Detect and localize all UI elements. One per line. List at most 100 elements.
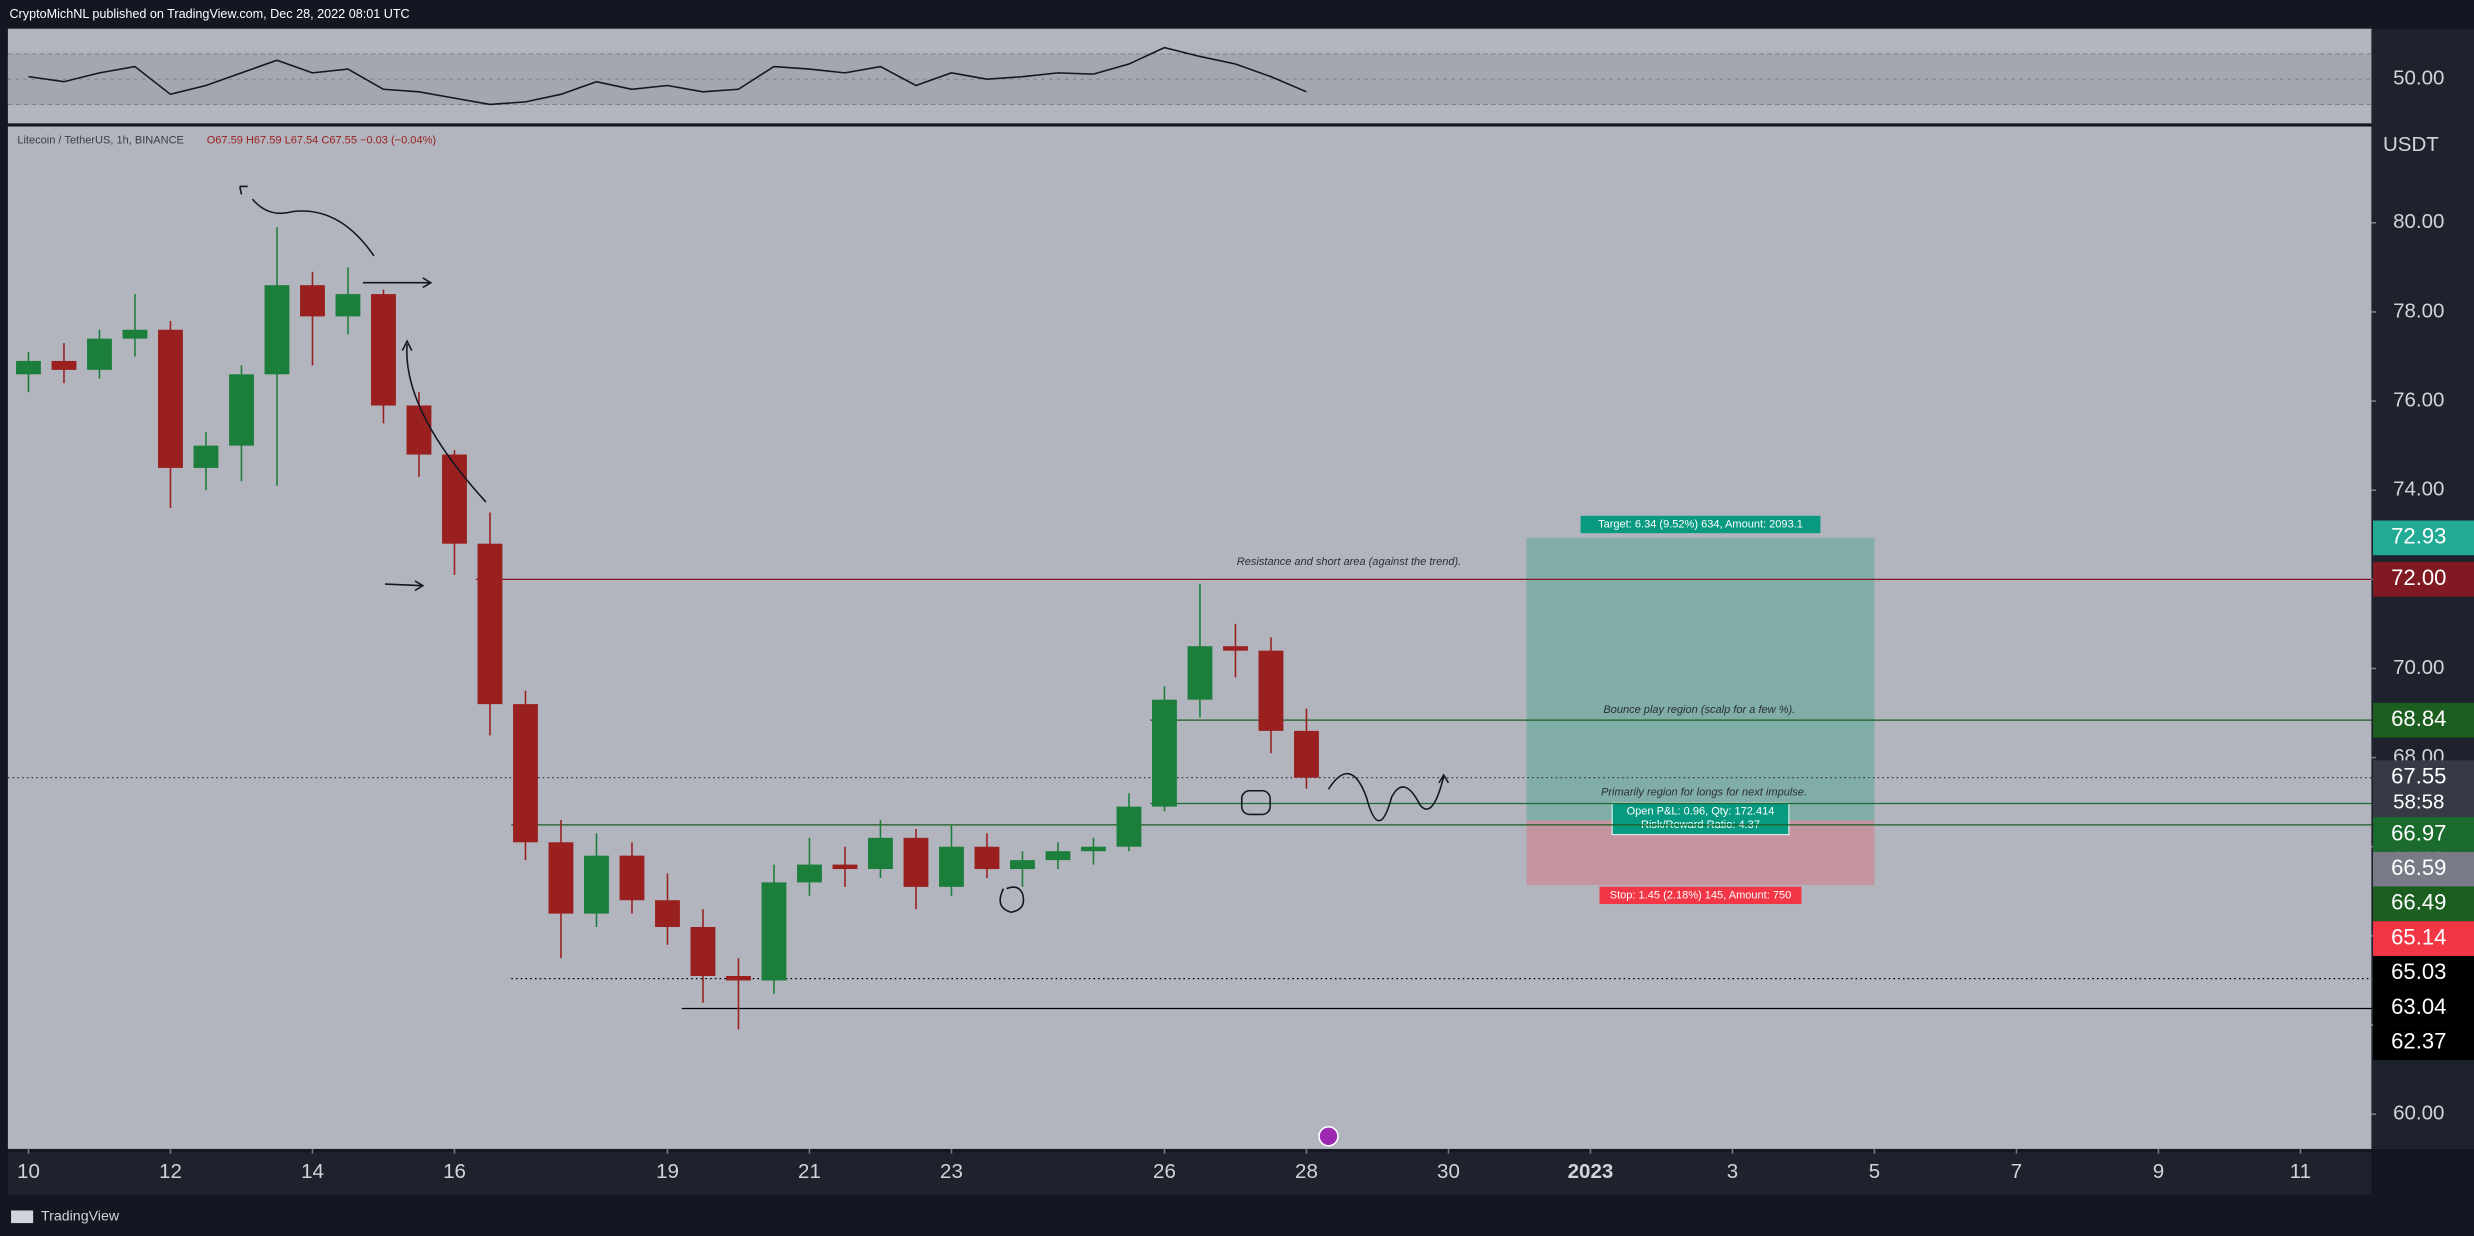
candle-body: [158, 329, 183, 468]
candle-body: [1045, 851, 1071, 861]
countdown: 58:58: [2393, 790, 2444, 813]
stop-label: Stop: 1.45 (2.18%) 145, Amount: 750: [1610, 889, 1792, 901]
price-label: [2373, 990, 2474, 1026]
candle-body: [1010, 860, 1035, 870]
candle-body: [1258, 650, 1284, 731]
price-label-text: 67.55: [2391, 763, 2446, 788]
candle-body: [229, 374, 254, 446]
legend: Litecoin / TetherUS, 1h, BINANCE: [17, 135, 184, 147]
price-label-text: 62.37: [2391, 1029, 2446, 1054]
time-axis: [7, 1152, 2372, 1195]
price-label: [2373, 921, 2474, 956]
drawing: [239, 185, 248, 195]
x-tick-label: 14: [301, 1160, 324, 1183]
candle-body: [690, 926, 716, 977]
candle-body: [655, 900, 680, 927]
candle-body: [619, 855, 645, 901]
y-tick-label: 60.00: [2393, 1102, 2444, 1125]
annotation: Bounce play region (scalp for a few %).: [1603, 704, 1795, 716]
price-label: [2373, 1025, 2474, 1061]
x-tick-label: 10: [17, 1160, 40, 1183]
candle-body: [300, 285, 325, 317]
price-pane: [7, 126, 2372, 1149]
drawing: [999, 886, 1025, 914]
x-tick-label: 16: [443, 1160, 466, 1183]
y-tick-label: 80.00: [2393, 210, 2444, 233]
header: CryptoMichNL published on TradingView.co…: [9, 7, 409, 21]
candle-body: [548, 842, 574, 914]
x-tick-label: 30: [1437, 1160, 1460, 1183]
drawing: [401, 339, 487, 503]
x-tick-label: 12: [159, 1160, 182, 1183]
price-label: [2373, 520, 2474, 556]
candle-body: [51, 360, 77, 370]
pnl-label: Open P&L: 0.96, Qty: 172.414: [1627, 806, 1775, 818]
x-tick-label: 11: [2290, 1160, 2311, 1183]
event-icon[interactable]: [1318, 1126, 1339, 1147]
price-label: [2373, 702, 2474, 738]
annotation: Primarily region for longs for next impu…: [1601, 786, 1807, 798]
price-label-text: 72.00: [2391, 565, 2446, 590]
candle-body: [1116, 806, 1142, 847]
candle-body: [16, 360, 41, 375]
candle-body: [193, 445, 219, 468]
x-tick-label: 26: [1153, 1160, 1176, 1183]
price-label: [2373, 760, 2474, 818]
candle-body: [371, 294, 396, 406]
candle-body: [1223, 646, 1248, 651]
candle-body: [1152, 699, 1177, 807]
drawing: [251, 198, 375, 257]
candle-body: [264, 285, 290, 375]
price-label: [2373, 851, 2474, 887]
y-tick-label: 74.00: [2393, 478, 2444, 501]
price-label: [2373, 955, 2474, 991]
stop-box: [1599, 886, 1802, 905]
candle-body: [1294, 730, 1319, 778]
price-label-text: 65.03: [2391, 959, 2446, 984]
ohlc: O67.59 H67.59 L67.54 C67.55 −0.03 (−0.04…: [207, 135, 436, 147]
candle-body: [122, 329, 148, 339]
content: 50.00 Target: 6.34 (9.52%) 634, Amount: 2…: [7, 46, 2474, 1183]
drawing: [1327, 772, 1450, 822]
rsi-line: [28, 46, 1307, 106]
price-label-text: 66.59: [2391, 855, 2446, 880]
price-label-text: 68.84: [2391, 706, 2446, 731]
drawings: [239, 185, 1450, 914]
candle-body: [584, 855, 609, 914]
candle-body: [442, 454, 467, 544]
x-tick-label: 28: [1295, 1160, 1318, 1183]
target-box: [1580, 515, 1821, 534]
candle-body: [335, 294, 361, 317]
candle-body: [903, 837, 929, 887]
price-label: [2373, 886, 2474, 922]
y-tick-label: 76.00: [2393, 388, 2444, 411]
candle-body: [726, 976, 751, 981]
x-tick-label: 19: [656, 1160, 679, 1183]
x-tick-label: 3: [1727, 1160, 1738, 1183]
x-tick-label: 23: [940, 1160, 963, 1183]
candle-body: [406, 405, 432, 455]
y-tick-label: 70.00: [2393, 656, 2444, 679]
candle-body: [868, 837, 893, 870]
candle-body: [939, 846, 964, 887]
x-tick-label: 9: [2153, 1160, 2164, 1183]
y-tick-label: 78.00: [2393, 299, 2444, 322]
price-label: [2373, 561, 2474, 597]
drawing: [1240, 789, 1271, 816]
drawing: [362, 277, 433, 289]
footer: TradingView: [41, 1209, 120, 1225]
candle-body: [761, 882, 787, 981]
candle-body: [974, 846, 1000, 870]
candle-body: [1187, 646, 1213, 700]
rsi-band: [7, 53, 2372, 105]
price-label-text: 66.49: [2391, 890, 2446, 915]
price-label-text: 66.97: [2391, 820, 2446, 845]
price-label-text: 72.93: [2391, 524, 2446, 549]
x-tick-label: 7: [2011, 1160, 2022, 1183]
price-label-text: 63.04: [2391, 994, 2446, 1019]
target-zone: [1526, 537, 1875, 821]
target-label: Target: 6.34 (9.52%) 634, Amount: 2093.1: [1598, 518, 1803, 530]
candle-body: [87, 338, 112, 370]
